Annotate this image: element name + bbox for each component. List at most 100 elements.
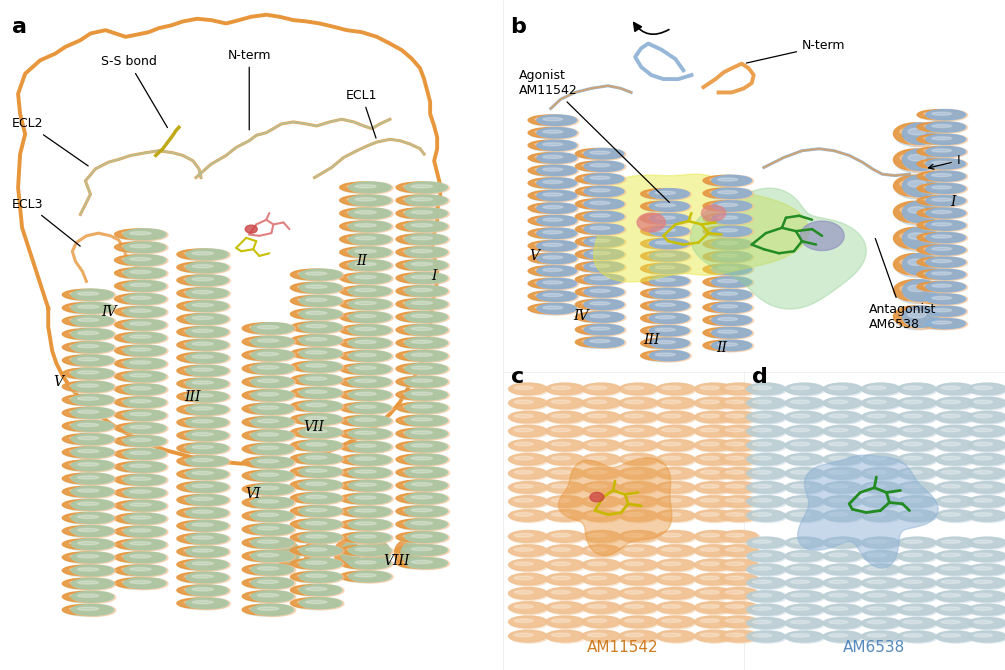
Ellipse shape	[582, 630, 620, 642]
Ellipse shape	[543, 180, 563, 184]
Ellipse shape	[291, 479, 341, 491]
Ellipse shape	[406, 195, 449, 207]
Ellipse shape	[401, 543, 421, 563]
Ellipse shape	[748, 397, 787, 410]
Ellipse shape	[903, 484, 923, 488]
Ellipse shape	[590, 340, 610, 342]
Ellipse shape	[252, 417, 295, 429]
Ellipse shape	[184, 342, 208, 346]
Ellipse shape	[700, 513, 720, 516]
Ellipse shape	[341, 221, 390, 232]
Ellipse shape	[192, 472, 213, 474]
Ellipse shape	[894, 227, 938, 251]
Ellipse shape	[115, 332, 163, 343]
Ellipse shape	[124, 332, 166, 343]
Ellipse shape	[649, 251, 689, 261]
Ellipse shape	[546, 411, 584, 423]
Ellipse shape	[297, 417, 322, 419]
Ellipse shape	[530, 278, 576, 289]
Ellipse shape	[619, 531, 657, 542]
Ellipse shape	[63, 460, 113, 472]
Ellipse shape	[297, 443, 322, 446]
Ellipse shape	[927, 232, 968, 244]
Ellipse shape	[721, 468, 760, 480]
Ellipse shape	[704, 188, 748, 198]
Ellipse shape	[543, 206, 563, 208]
Ellipse shape	[396, 363, 444, 374]
Ellipse shape	[72, 447, 116, 459]
Ellipse shape	[252, 444, 295, 456]
Ellipse shape	[590, 163, 610, 167]
Ellipse shape	[584, 299, 624, 310]
Ellipse shape	[650, 338, 691, 349]
Ellipse shape	[898, 631, 938, 643]
Ellipse shape	[647, 278, 670, 281]
Ellipse shape	[700, 576, 720, 580]
Ellipse shape	[552, 484, 571, 488]
Ellipse shape	[130, 555, 151, 558]
Ellipse shape	[187, 378, 230, 390]
Ellipse shape	[530, 165, 576, 177]
Ellipse shape	[647, 228, 670, 232]
Ellipse shape	[69, 594, 93, 597]
Ellipse shape	[932, 149, 952, 152]
Ellipse shape	[902, 176, 939, 196]
Ellipse shape	[72, 499, 116, 511]
Ellipse shape	[710, 178, 733, 181]
Ellipse shape	[177, 314, 225, 324]
Text: ECL2: ECL2	[12, 117, 88, 166]
Ellipse shape	[625, 590, 644, 594]
Ellipse shape	[641, 338, 685, 348]
Ellipse shape	[657, 559, 696, 572]
Ellipse shape	[657, 468, 696, 480]
Ellipse shape	[785, 496, 823, 507]
Ellipse shape	[125, 526, 168, 538]
Ellipse shape	[299, 598, 342, 608]
Text: ECL3: ECL3	[12, 198, 80, 246]
Ellipse shape	[823, 496, 861, 507]
Ellipse shape	[300, 532, 344, 544]
Ellipse shape	[395, 540, 420, 565]
Ellipse shape	[650, 188, 691, 200]
Ellipse shape	[547, 454, 586, 466]
Ellipse shape	[625, 548, 644, 551]
Ellipse shape	[577, 186, 623, 198]
Ellipse shape	[257, 393, 278, 396]
Ellipse shape	[713, 200, 754, 212]
Ellipse shape	[340, 428, 388, 439]
Ellipse shape	[397, 234, 446, 246]
Ellipse shape	[619, 383, 657, 395]
Ellipse shape	[347, 470, 371, 473]
Ellipse shape	[937, 482, 976, 494]
Ellipse shape	[299, 348, 342, 359]
Ellipse shape	[647, 191, 670, 194]
Ellipse shape	[786, 537, 825, 549]
Ellipse shape	[898, 397, 938, 410]
Ellipse shape	[63, 421, 113, 433]
Ellipse shape	[130, 542, 151, 545]
Ellipse shape	[122, 361, 146, 364]
Ellipse shape	[897, 564, 936, 575]
Ellipse shape	[411, 405, 432, 408]
Ellipse shape	[721, 630, 760, 643]
Ellipse shape	[242, 470, 290, 481]
Ellipse shape	[299, 427, 342, 438]
Ellipse shape	[291, 361, 341, 373]
Ellipse shape	[291, 322, 341, 334]
Text: S-S bond: S-S bond	[100, 56, 168, 127]
Ellipse shape	[290, 361, 339, 372]
Ellipse shape	[927, 293, 968, 305]
Ellipse shape	[583, 454, 622, 466]
Text: V: V	[530, 249, 540, 263]
Ellipse shape	[184, 381, 208, 384]
Ellipse shape	[242, 444, 290, 454]
Ellipse shape	[942, 428, 961, 431]
Ellipse shape	[510, 440, 549, 452]
Ellipse shape	[184, 588, 208, 591]
Ellipse shape	[582, 163, 605, 167]
Ellipse shape	[748, 591, 787, 603]
Ellipse shape	[620, 573, 659, 586]
Ellipse shape	[753, 400, 772, 403]
Polygon shape	[594, 174, 809, 282]
Ellipse shape	[968, 383, 1005, 395]
